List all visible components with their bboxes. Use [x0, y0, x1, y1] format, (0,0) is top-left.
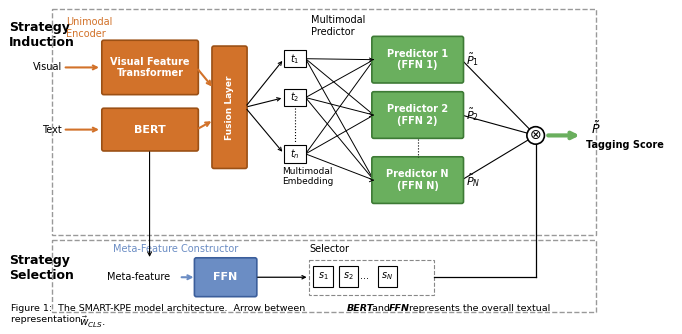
Text: $\tilde{P}_2$: $\tilde{P}_2$	[466, 107, 479, 124]
Text: Predictor 2
(FFN 2): Predictor 2 (FFN 2)	[387, 104, 448, 126]
FancyBboxPatch shape	[372, 157, 464, 203]
FancyBboxPatch shape	[102, 40, 198, 95]
Text: FFN: FFN	[213, 272, 238, 282]
Text: Strategy
Selection: Strategy Selection	[9, 254, 74, 282]
Text: Strategy
Induction: Strategy Induction	[9, 21, 75, 49]
Text: Predictor 1
(FFN 1): Predictor 1 (FFN 1)	[387, 49, 448, 70]
Text: Meta-feature: Meta-feature	[106, 272, 170, 282]
Text: Tagging Score: Tagging Score	[587, 140, 664, 150]
Bar	[52, 9, 596, 234]
Text: Visual Feature
Transformer: Visual Feature Transformer	[110, 57, 190, 78]
FancyBboxPatch shape	[102, 108, 198, 151]
Text: Visual: Visual	[33, 62, 62, 72]
Text: $\tilde{P}$: $\tilde{P}$	[591, 121, 601, 137]
Text: and: and	[369, 304, 393, 313]
Text: $s_1$: $s_1$	[318, 270, 329, 282]
FancyBboxPatch shape	[194, 258, 257, 297]
Text: BERT: BERT	[346, 304, 374, 313]
Bar	[310, 260, 434, 295]
Text: BERT: BERT	[134, 125, 166, 135]
Text: $t_n$: $t_n$	[290, 147, 299, 161]
Bar	[52, 240, 596, 312]
FancyBboxPatch shape	[372, 36, 464, 83]
Bar	[313, 266, 333, 287]
Text: represents the overall textual: represents the overall textual	[406, 304, 550, 313]
Text: Fusion Layer: Fusion Layer	[225, 75, 234, 140]
Bar	[378, 266, 397, 287]
Text: Multimodal
Predictor: Multimodal Predictor	[312, 15, 366, 37]
Text: $\tilde{P}_1$: $\tilde{P}_1$	[466, 51, 479, 68]
Bar	[284, 145, 306, 163]
Text: $t_1$: $t_1$	[290, 52, 299, 65]
Text: $\tilde{P}_N$: $\tilde{P}_N$	[466, 172, 481, 189]
Circle shape	[527, 127, 544, 144]
Text: $\vec{w}_{CLS}$.: $\vec{w}_{CLS}$.	[79, 315, 106, 330]
Text: Figure 1:  The SMART-KPE model architecture.  Arrow between: Figure 1: The SMART-KPE model architectu…	[11, 304, 308, 313]
Bar	[284, 89, 306, 106]
Text: Text: Text	[42, 125, 62, 135]
Text: Meta-Feature Constructor: Meta-Feature Constructor	[113, 244, 238, 254]
Text: ...: ...	[359, 271, 368, 281]
Text: $t_2$: $t_2$	[290, 91, 299, 105]
Bar	[339, 266, 358, 287]
Bar	[284, 50, 306, 67]
Text: $\otimes$: $\otimes$	[529, 129, 542, 142]
Text: representation: representation	[11, 315, 84, 324]
Text: FFN: FFN	[389, 304, 409, 313]
FancyBboxPatch shape	[212, 46, 247, 168]
Text: $s_2$: $s_2$	[343, 270, 354, 282]
Text: Selector: Selector	[310, 244, 349, 254]
Text: Unimodal
Encoder: Unimodal Encoder	[65, 17, 112, 38]
Text: Predictor N
(FFN N): Predictor N (FFN N)	[387, 169, 449, 191]
Text: $s_N$: $s_N$	[381, 270, 394, 282]
FancyBboxPatch shape	[372, 92, 464, 138]
Text: Multimodal
Embedding: Multimodal Embedding	[282, 167, 333, 186]
